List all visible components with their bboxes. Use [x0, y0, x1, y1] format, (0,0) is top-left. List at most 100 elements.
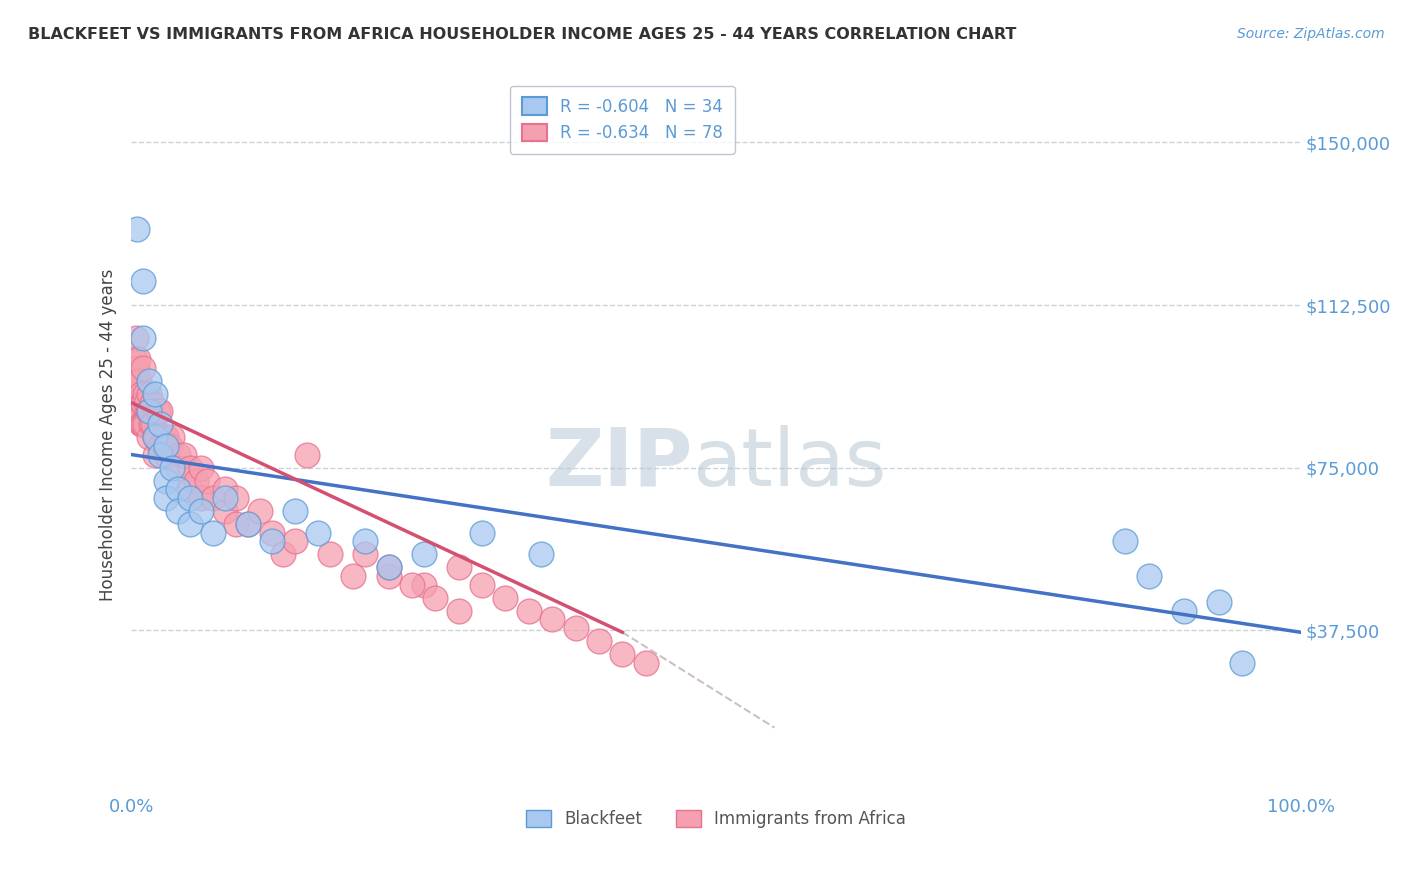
- Point: [143, 387, 166, 401]
- Point: [127, 387, 149, 401]
- Point: [377, 560, 399, 574]
- Point: [225, 516, 247, 531]
- Point: [319, 547, 342, 561]
- Point: [132, 274, 155, 288]
- Point: [214, 504, 236, 518]
- Point: [149, 404, 172, 418]
- Point: [142, 417, 165, 432]
- Point: [138, 430, 160, 444]
- Point: [1173, 604, 1195, 618]
- Point: [127, 222, 149, 236]
- Point: [588, 634, 610, 648]
- Point: [295, 448, 318, 462]
- Point: [153, 439, 176, 453]
- Point: [127, 360, 149, 375]
- Point: [124, 352, 146, 367]
- Point: [179, 482, 201, 496]
- Point: [132, 360, 155, 375]
- Point: [138, 387, 160, 401]
- Point: [214, 491, 236, 505]
- Point: [284, 504, 307, 518]
- Point: [167, 448, 190, 462]
- Point: [634, 656, 657, 670]
- Point: [143, 430, 166, 444]
- Point: [167, 504, 190, 518]
- Point: [146, 404, 169, 418]
- Point: [179, 491, 201, 505]
- Point: [160, 430, 183, 444]
- Point: [612, 647, 634, 661]
- Point: [564, 621, 586, 635]
- Point: [260, 534, 283, 549]
- Point: [139, 417, 162, 432]
- Legend: Blackfeet, Immigrants from Africa: Blackfeet, Immigrants from Africa: [519, 803, 912, 834]
- Point: [202, 525, 225, 540]
- Point: [132, 395, 155, 409]
- Point: [143, 448, 166, 462]
- Point: [125, 330, 148, 344]
- Point: [354, 547, 377, 561]
- Point: [471, 577, 494, 591]
- Point: [159, 439, 181, 453]
- Point: [447, 604, 470, 618]
- Text: BLACKFEET VS IMMIGRANTS FROM AFRICA HOUSEHOLDER INCOME AGES 25 - 44 YEARS CORREL: BLACKFEET VS IMMIGRANTS FROM AFRICA HOUS…: [28, 27, 1017, 42]
- Point: [529, 547, 551, 561]
- Point: [149, 448, 172, 462]
- Point: [195, 474, 218, 488]
- Point: [167, 460, 190, 475]
- Point: [342, 569, 364, 583]
- Point: [184, 474, 207, 488]
- Point: [131, 395, 153, 409]
- Point: [139, 404, 162, 418]
- Point: [129, 387, 152, 401]
- Point: [146, 430, 169, 444]
- Point: [412, 547, 434, 561]
- Point: [134, 417, 156, 432]
- Point: [135, 395, 157, 409]
- Point: [128, 374, 150, 388]
- Point: [1137, 569, 1160, 583]
- Point: [190, 504, 212, 518]
- Point: [127, 374, 149, 388]
- Point: [307, 525, 329, 540]
- Point: [124, 374, 146, 388]
- Point: [143, 430, 166, 444]
- Point: [127, 352, 149, 367]
- Point: [1230, 656, 1253, 670]
- Point: [354, 534, 377, 549]
- Point: [173, 448, 195, 462]
- Point: [425, 591, 447, 605]
- Point: [249, 504, 271, 518]
- Point: [127, 395, 149, 409]
- Point: [155, 448, 177, 462]
- Point: [138, 404, 160, 418]
- Point: [238, 516, 260, 531]
- Point: [1208, 595, 1230, 609]
- Point: [541, 612, 564, 626]
- Point: [149, 439, 172, 453]
- Point: [284, 534, 307, 549]
- Point: [132, 417, 155, 432]
- Point: [179, 460, 201, 475]
- Point: [160, 460, 183, 475]
- Point: [1114, 534, 1136, 549]
- Text: ZIP: ZIP: [546, 425, 693, 503]
- Point: [214, 482, 236, 496]
- Point: [131, 417, 153, 432]
- Point: [149, 417, 172, 432]
- Point: [155, 430, 177, 444]
- Point: [155, 491, 177, 505]
- Point: [494, 591, 516, 605]
- Y-axis label: Householder Income Ages 25 - 44 years: Householder Income Ages 25 - 44 years: [100, 268, 117, 601]
- Point: [132, 330, 155, 344]
- Point: [155, 430, 177, 444]
- Point: [128, 404, 150, 418]
- Point: [260, 525, 283, 540]
- Point: [447, 560, 470, 574]
- Point: [377, 560, 399, 574]
- Point: [134, 387, 156, 401]
- Point: [190, 491, 212, 505]
- Point: [155, 474, 177, 488]
- Point: [141, 395, 163, 409]
- Point: [377, 569, 399, 583]
